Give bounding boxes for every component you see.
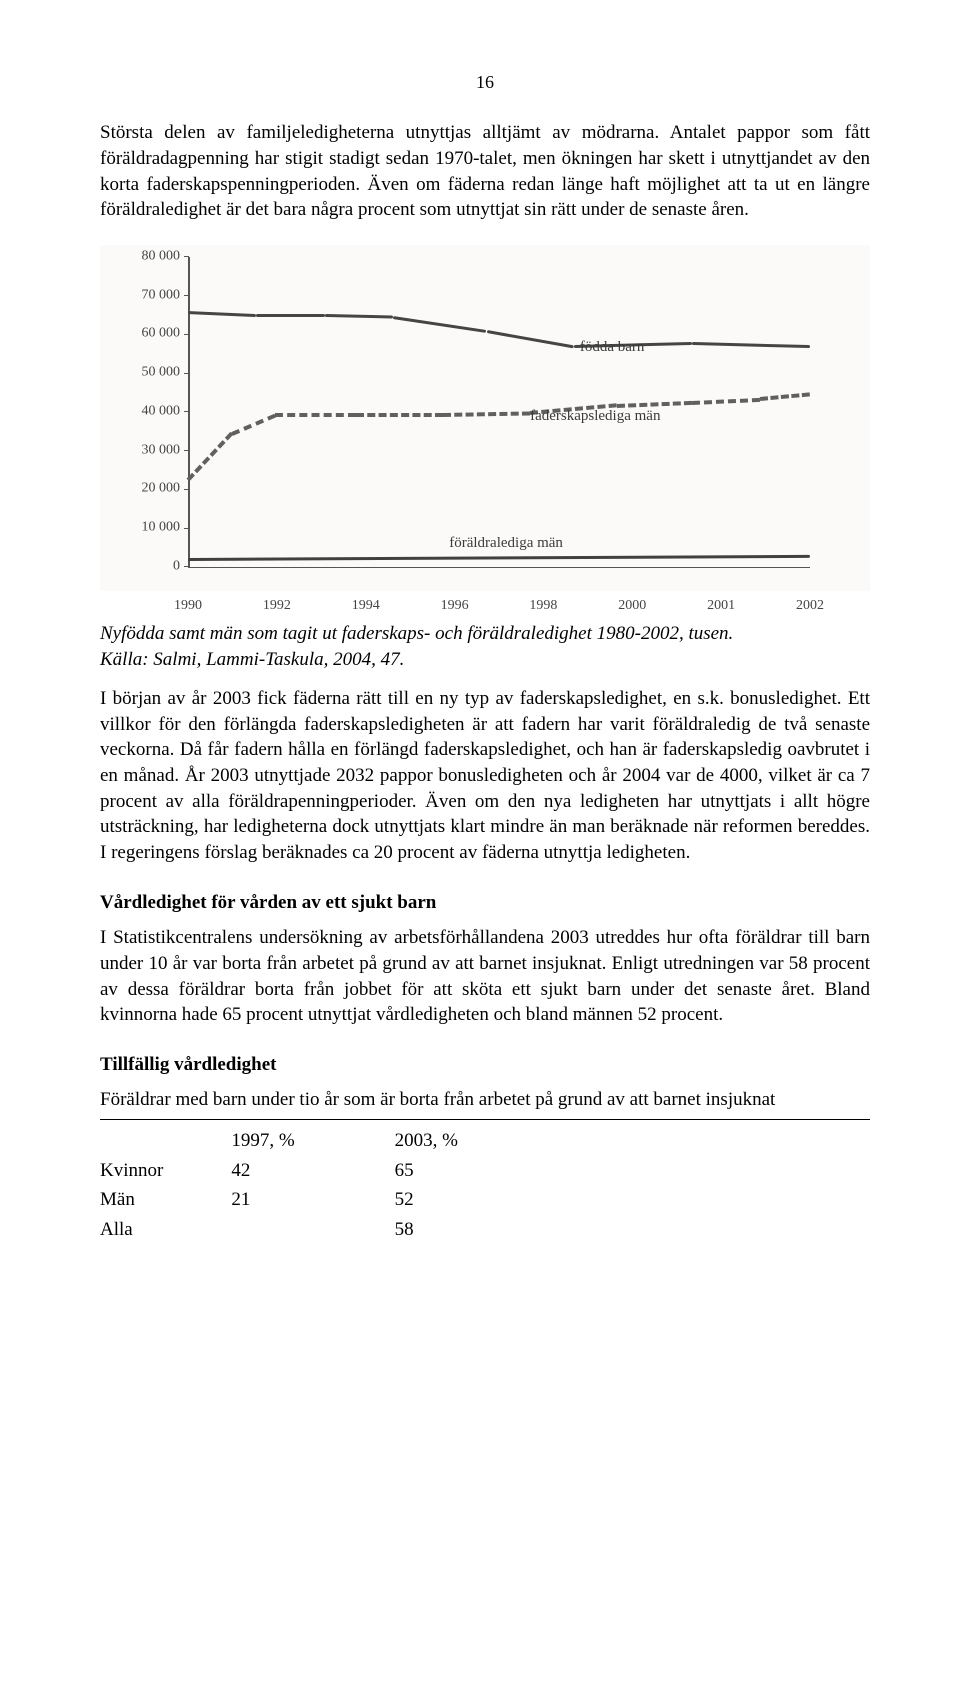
chart-figure: 0 10 000 20 000 30 000 40 000 50 000 60 000 70 … [100, 245, 870, 591]
y-tick-label: 80 000 [142, 247, 181, 266]
y-tick-label: 0 [173, 557, 180, 576]
heading-vardledighet: Vårdledighet för vården av ett sjukt bar… [100, 890, 870, 916]
table-cell [181, 1215, 344, 1245]
chart-caption: Nyfödda samt män som tagit ut faderskaps… [100, 621, 870, 672]
table-cell [100, 1126, 181, 1156]
stats-table: 1997, % 2003, % Kvinnor 42 65 Män 21 52 … [100, 1126, 508, 1245]
y-tick-label: 20 000 [142, 480, 181, 499]
table-row: Kvinnor 42 65 [100, 1156, 508, 1186]
series-label: faderskapslediga män [530, 406, 660, 426]
series-label: födda barn [580, 337, 645, 357]
x-tick-label: 1994 [352, 597, 380, 616]
table-caption: Föräldrar med barn under tio år som är b… [100, 1087, 870, 1113]
paragraph-3: I Statistikcentralens undersökning av ar… [100, 925, 870, 1028]
table-cell: 65 [345, 1156, 508, 1186]
table-row: 1997, % 2003, % [100, 1126, 508, 1156]
x-tick-label: 2000 [618, 597, 646, 616]
table-cell: 42 [181, 1156, 344, 1186]
page-number: 16 [100, 70, 870, 94]
x-tick-label: 2001 [707, 597, 735, 616]
heading-tillfallig: Tillfällig vårdledighet [100, 1052, 870, 1078]
x-tick-label: 1998 [529, 597, 557, 616]
table-cell: 58 [345, 1215, 508, 1245]
y-tick-label: 10 000 [142, 519, 181, 538]
table-cell: 21 [181, 1185, 344, 1215]
caption-line-2: Källa: Salmi, Lammi-Taskula, 2004, 47. [100, 649, 404, 670]
series-label: föräldralediga män [449, 533, 563, 553]
x-tick-label: 2002 [796, 597, 824, 616]
y-tick-label: 30 000 [142, 441, 181, 460]
y-tick-label: 40 000 [142, 402, 181, 421]
x-tick-label: 1996 [441, 597, 469, 616]
table-cell: 2003, % [345, 1126, 508, 1156]
table-cell: Män [100, 1185, 181, 1215]
paragraph-1: Största delen av familjeledigheterna utn… [100, 120, 870, 223]
table-cell: 52 [345, 1185, 508, 1215]
y-tick-label: 50 000 [142, 364, 181, 383]
table-cell: Kvinnor [100, 1156, 181, 1186]
y-tick-label: 60 000 [142, 325, 181, 344]
paragraph-2: I början av år 2003 fick fäderna rätt ti… [100, 686, 870, 865]
x-tick-label: 1992 [263, 597, 291, 616]
table-row: Alla 58 [100, 1215, 508, 1245]
x-tick-label: 1990 [174, 597, 202, 616]
caption-line-1: Nyfödda samt män som tagit ut faderskaps… [100, 623, 733, 644]
table-row: Män 21 52 [100, 1185, 508, 1215]
table-cell: 1997, % [181, 1126, 344, 1156]
y-tick-label: 70 000 [142, 286, 181, 305]
table-cell: Alla [100, 1215, 181, 1245]
